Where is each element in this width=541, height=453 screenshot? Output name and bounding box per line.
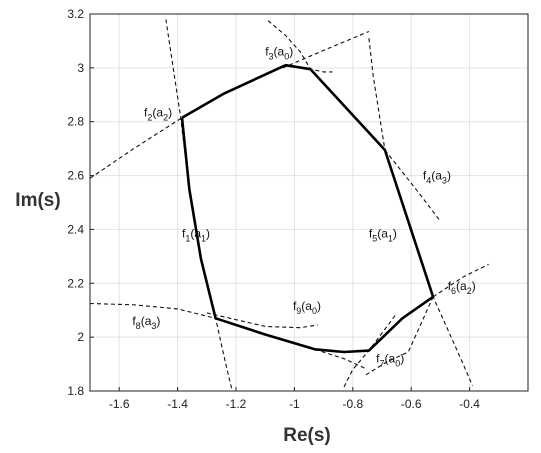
x-tick-label: -0.8 xyxy=(342,397,363,411)
curve-f3-a0- xyxy=(267,20,333,73)
y-tick-label: 2.8 xyxy=(67,115,84,129)
y-axis-ticks: 1.8 2 2.2 2.4 2.6 2.8 3 3.2 xyxy=(67,7,94,398)
x-axis-label: Re(s) xyxy=(283,425,331,446)
x-tick-label: -0.4 xyxy=(459,397,480,411)
y-tick-label: 2.6 xyxy=(67,169,84,183)
region-boundary xyxy=(180,63,435,354)
y-tick-label: 3.2 xyxy=(67,7,84,21)
curve-label: f3(a0) xyxy=(265,45,293,62)
curve-f2-a2- xyxy=(89,64,286,179)
curve-f5-a1- xyxy=(368,38,474,386)
curve-f9b xyxy=(206,312,318,329)
curve-label: f5(a1) xyxy=(369,227,397,244)
curve-label: f2(a2) xyxy=(144,105,172,122)
feasible-region xyxy=(180,63,435,354)
curve-label: f7(a0) xyxy=(376,352,404,369)
curve-label: f6(a2) xyxy=(448,279,476,296)
x-tick-label: -1.2 xyxy=(226,397,247,411)
curve-f6-a2- xyxy=(384,149,441,222)
curve-f6b xyxy=(432,263,489,298)
x-axis-ticks: -1.6 -1.4 -1.2 -1 -0.8 -0.6 -0.4 xyxy=(109,387,480,411)
curve-f8-a3- xyxy=(343,315,396,388)
curve-label: f9(a0) xyxy=(293,299,321,316)
curve-label: f8(a3) xyxy=(132,314,160,331)
curve-f9-a0- xyxy=(89,302,365,369)
curve-label: f1(a1) xyxy=(182,227,210,244)
x-tick-label: -1.6 xyxy=(109,397,130,411)
y-tick-label: 1.8 xyxy=(67,384,84,398)
curve-f4-a3- xyxy=(282,30,370,69)
plot-frame xyxy=(89,13,529,392)
y-tick-label: 2 xyxy=(77,330,84,344)
curve-labels: f1(a1) f2(a2) f3(a0) f4(a3) f5(a1) f6(a2) f7(a… xyxy=(132,45,475,369)
y-tick-label: 2.4 xyxy=(67,222,84,236)
x-tick-label: -0.6 xyxy=(401,397,422,411)
curve-label: f4(a3) xyxy=(423,169,451,186)
y-tick-label: 3 xyxy=(77,61,84,75)
y-tick-label: 2.2 xyxy=(67,276,84,290)
y-axis-label: Im(s) xyxy=(15,190,60,211)
dashed-curves xyxy=(89,19,489,389)
x-tick-label: -1.4 xyxy=(167,397,188,411)
x-tick-label: -1 xyxy=(289,397,300,411)
curve-f7-a0- xyxy=(365,296,434,376)
